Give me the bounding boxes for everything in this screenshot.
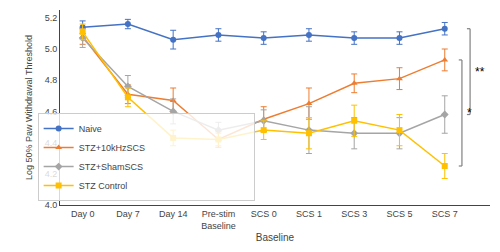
svg-text:Naive: Naive [79, 124, 102, 134]
svg-text:STZ+ShamSCS: STZ+ShamSCS [79, 162, 143, 172]
svg-text:Day 14: Day 14 [159, 209, 188, 219]
svg-text:5.0: 5.0 [45, 44, 58, 54]
svg-text:*: * [467, 106, 472, 120]
svg-text:Log 50% Paw Withdrawal Thresho: Log 50% Paw Withdrawal Threshold [24, 35, 34, 180]
svg-text:5.2: 5.2 [45, 13, 58, 23]
svg-text:STZ+10kHzSCS: STZ+10kHzSCS [79, 143, 145, 153]
svg-text:SCS 7: SCS 7 [432, 209, 458, 219]
svg-text:SCS 5: SCS 5 [386, 209, 412, 219]
svg-text:Day 0: Day 0 [71, 209, 95, 219]
svg-text:SCS 3: SCS 3 [341, 209, 367, 219]
svg-text:4.8: 4.8 [45, 75, 58, 85]
svg-text:Day 7: Day 7 [116, 209, 140, 219]
svg-text:**: ** [475, 65, 485, 79]
svg-text:4.6: 4.6 [44, 106, 58, 117]
svg-text:4.0: 4.0 [45, 200, 58, 210]
svg-text:Pre-stimBaseline: Pre-stimBaseline [201, 209, 236, 231]
svg-text:SCS 1: SCS 1 [296, 209, 322, 219]
svg-text:Baseline: Baseline [256, 232, 295, 243]
svg-text:STZ Control: STZ Control [79, 181, 128, 191]
svg-text:SCS 0: SCS 0 [251, 209, 277, 219]
